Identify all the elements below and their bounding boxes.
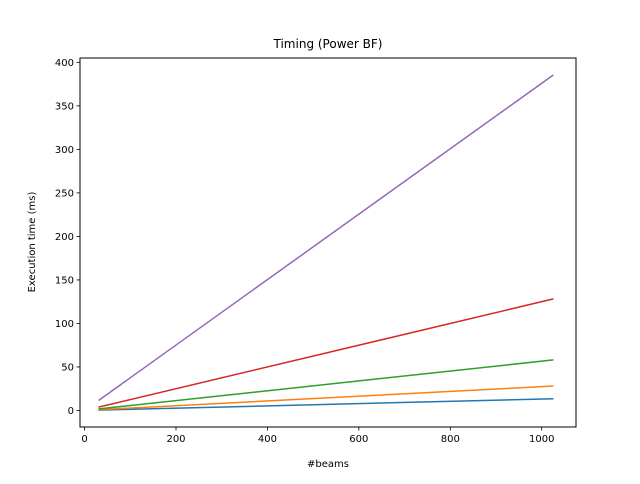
y-tick-label: 0 [68, 406, 74, 417]
y-tick-label: 350 [55, 101, 74, 112]
x-tick-label: 200 [166, 434, 185, 445]
y-tick-label: 400 [55, 58, 74, 69]
series-line-2 [98, 385, 554, 411]
x-tick-label: 600 [349, 434, 368, 445]
y-axis-ticks: 0 50 100 150 200 250 300 350 400 [55, 58, 80, 417]
plot-area-frame [79, 57, 577, 428]
series-layer [98, 74, 554, 411]
x-axis-label: #beams [307, 459, 349, 470]
y-tick-label: 150 [55, 275, 74, 286]
series-line-3 [98, 359, 554, 410]
x-tick-label: 400 [258, 434, 277, 445]
y-axis-label: Execution time (ms) [27, 192, 38, 293]
series-line-1 [98, 397, 554, 411]
y-tick-label: 100 [55, 319, 74, 330]
x-tick-label: 0 [81, 434, 87, 445]
x-tick-label: 800 [441, 434, 460, 445]
y-tick-label: 50 [61, 362, 74, 373]
x-axis-ticks: 0 200 400 600 800 1000 [81, 427, 554, 445]
chart-title: Timing (Power BF) [273, 37, 383, 51]
y-tick-label: 300 [55, 145, 74, 156]
x-tick-label: 1000 [529, 434, 554, 445]
y-tick-label: 200 [55, 232, 74, 243]
series-line-4 [98, 298, 554, 408]
series-line-5 [98, 74, 554, 402]
y-tick-label: 250 [55, 188, 74, 199]
